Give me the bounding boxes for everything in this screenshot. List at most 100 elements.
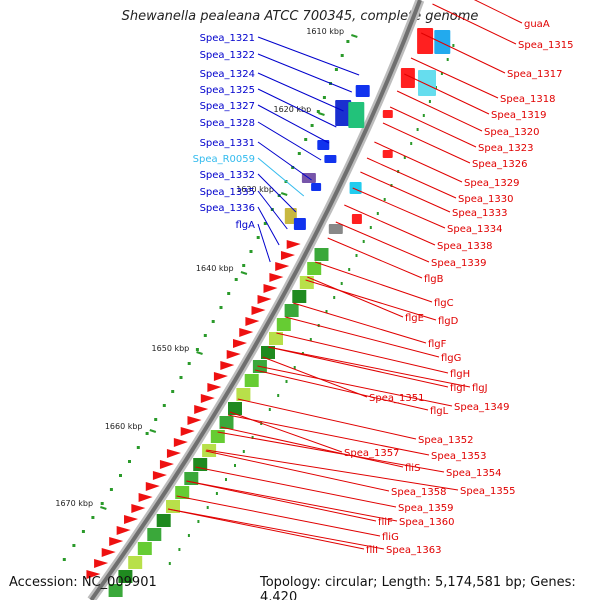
right-gene-label: Spea_1360	[399, 517, 454, 528]
gc-dot-inner	[383, 198, 386, 201]
gc-dot-inner	[309, 338, 312, 341]
right-leader-line	[382, 122, 471, 164]
gc-dot-inner	[422, 114, 425, 117]
operon-arrow	[124, 515, 139, 524]
gc-dot-outer	[119, 474, 122, 477]
operon-green-block	[210, 430, 225, 443]
gc-dot-inner	[268, 408, 271, 411]
left-leader-line	[257, 223, 271, 263]
gc-dot-inner	[215, 492, 218, 495]
gc-dot-outer	[256, 236, 260, 239]
minus-strand-gene	[418, 70, 436, 96]
operon-arrow	[200, 394, 215, 403]
right-gene-label: Spea_1318	[500, 94, 555, 105]
operon-arrow	[159, 460, 174, 469]
minus-strand-gene	[351, 214, 362, 224]
operon-arrow	[213, 372, 228, 381]
right-gene-label: Spea_1320	[484, 127, 539, 138]
left-gene-label: Spea_1331	[200, 138, 255, 149]
left-gene-label: Spea_1322	[200, 50, 255, 61]
right-gene-label: Spea_1315	[518, 40, 573, 51]
left-leader-line	[257, 173, 297, 213]
right-leader-line	[167, 508, 385, 550]
gc-dot-outer	[179, 376, 183, 379]
kbp-tick-label: 1640 kbp	[196, 264, 234, 273]
operon-arrow	[257, 295, 272, 304]
gc-dot-inner	[376, 212, 379, 215]
right-gene-label: Spea_1355	[460, 486, 515, 497]
gc-dot-inner	[340, 282, 343, 285]
right-leader-line	[237, 398, 417, 440]
kbp-tick-label: 1650 kbp	[152, 344, 190, 353]
gc-dot-inner	[452, 44, 455, 47]
minus-strand-gene	[382, 150, 393, 158]
gc-dot-inner	[325, 310, 328, 313]
gc-dot-outer	[145, 432, 149, 435]
right-gene-label: fliS	[405, 463, 420, 474]
left-leader-line	[257, 104, 330, 144]
left-gene-label: Spea_1335	[200, 187, 255, 198]
operon-arrow	[94, 559, 109, 568]
operon-green-block	[108, 584, 123, 597]
right-leader-line	[206, 449, 459, 491]
right-leader-line	[228, 414, 430, 456]
right-leader-line	[335, 221, 430, 263]
right-gene-label: flgI	[450, 383, 466, 394]
gc-dot-outer	[62, 558, 66, 561]
operon-arrow	[245, 317, 260, 326]
minus-strand-gene	[328, 224, 343, 234]
operon-arrow	[101, 548, 116, 557]
gc-dot-outer	[100, 502, 104, 505]
gc-dot-outer	[162, 404, 166, 407]
gc-dot-outer	[310, 124, 314, 127]
kbp-tick-label: 1620 kbp	[273, 105, 311, 114]
gc-dot-inner	[187, 534, 190, 537]
gc-dot-outer	[171, 390, 175, 393]
operon-arrow	[166, 449, 181, 458]
gc-dot-outer	[242, 264, 246, 267]
gc-dot-inner	[242, 450, 245, 453]
right-gene-label: Spea_1357	[344, 448, 399, 459]
operon-arrow	[138, 493, 153, 502]
gc-dot-outer	[304, 138, 308, 141]
operon-green-block	[193, 458, 208, 471]
kbp-tick-mark	[351, 34, 358, 38]
plus-strand-gene	[324, 155, 337, 163]
right-gene-label: fliF	[378, 517, 393, 528]
right-leader-line	[268, 346, 449, 388]
operon-green-block	[118, 570, 133, 583]
right-gene-label: flgH	[450, 369, 470, 380]
gc-dot-inner	[416, 128, 419, 131]
gc-dot-outer	[81, 530, 85, 533]
kbp-tick-mark	[318, 112, 325, 116]
right-leader-line	[420, 32, 506, 74]
right-gene-label: flgF	[428, 339, 447, 350]
operon-arrow	[187, 416, 202, 425]
left-gene-label: Spea_1328	[200, 118, 255, 129]
left-gene-label: Spea_1327	[200, 101, 255, 112]
right-leader-line	[374, 141, 463, 183]
operon-arrow	[233, 339, 248, 348]
gc-dot-outer	[91, 516, 95, 519]
operon-green-block	[236, 388, 251, 401]
gc-dot-outer	[219, 306, 223, 309]
right-gene-label: Spea_1353	[431, 451, 486, 462]
left-gene-label: Spea_1324	[200, 69, 255, 80]
right-leader-line	[344, 204, 436, 246]
operon-arrow	[275, 262, 290, 271]
right-gene-label: Spea_1354	[446, 468, 501, 479]
operon-arrow	[286, 240, 301, 249]
left-leader-line	[257, 53, 352, 93]
right-gene-label: Spea_1333	[452, 208, 507, 219]
operon-green-block	[175, 486, 190, 499]
plus-strand-gene	[348, 102, 365, 128]
right-gene-label: flgC	[434, 298, 454, 309]
left-leader-line	[257, 72, 344, 112]
gc-dot-outer	[154, 418, 158, 421]
left-gene-label: Spea_R0059	[193, 154, 255, 165]
gc-dot-inner	[251, 436, 254, 439]
right-leader-line	[352, 187, 446, 229]
right-leader-line	[327, 237, 423, 279]
operon-green-block	[137, 542, 152, 555]
